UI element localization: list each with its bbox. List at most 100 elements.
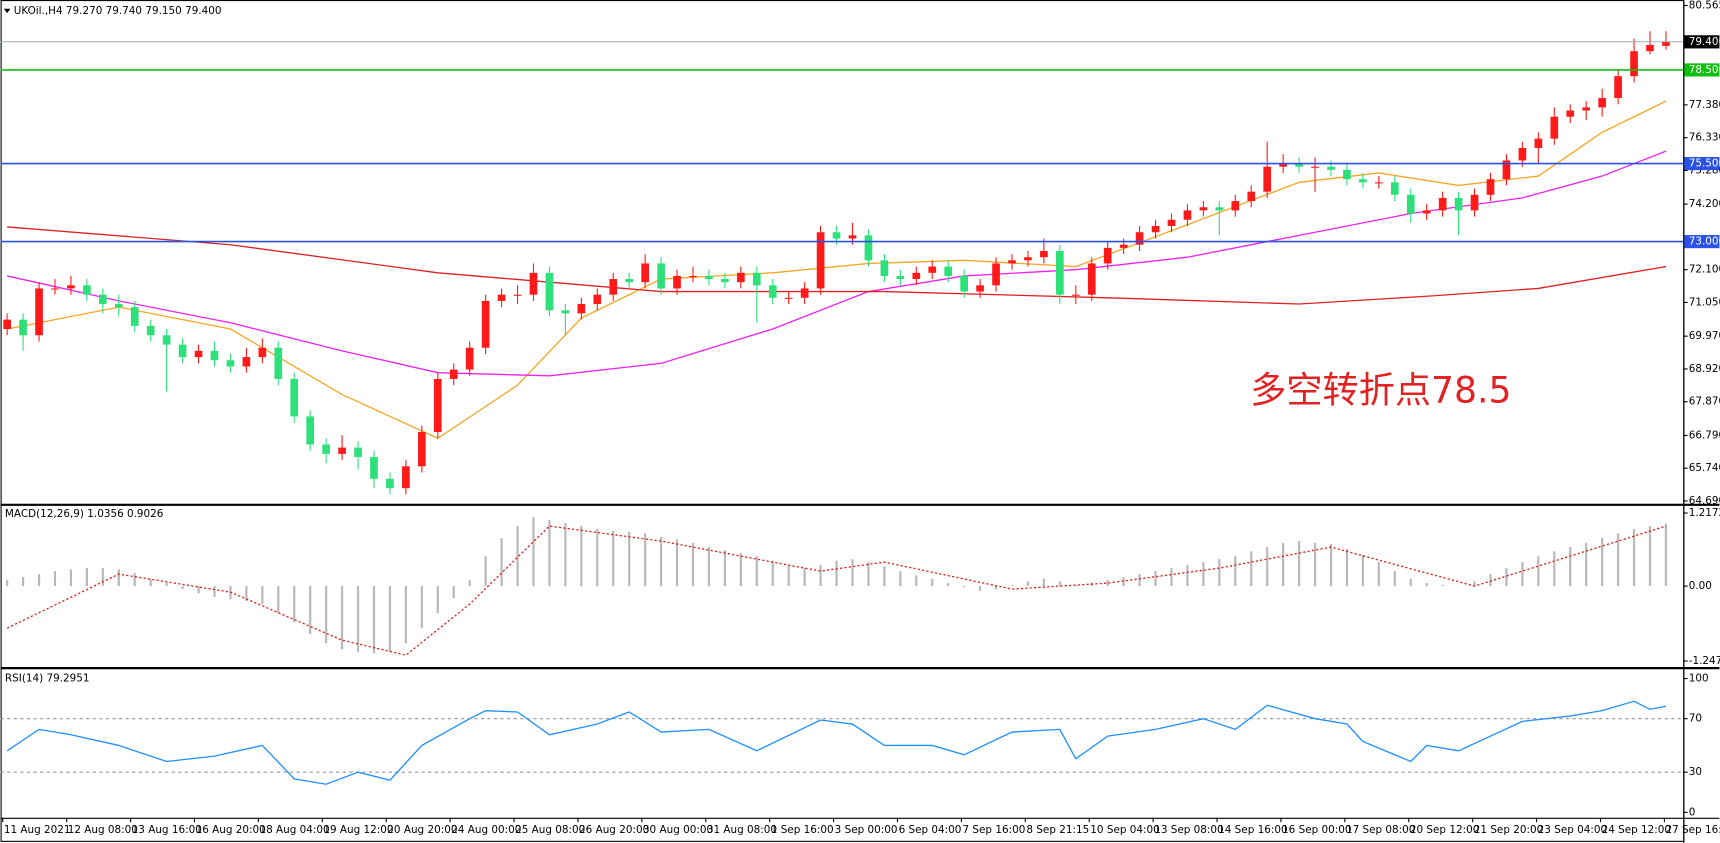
level-label-box bbox=[1684, 235, 1720, 249]
candle-body bbox=[593, 294, 602, 305]
level-label-box bbox=[1684, 35, 1720, 49]
candle-body bbox=[689, 275, 697, 278]
x-tick-label: 8 Sep 21:15 bbox=[1026, 824, 1089, 836]
candle-body bbox=[721, 279, 729, 283]
y-tick-label: 77.380 bbox=[1689, 99, 1720, 111]
x-tick-label: 7 Sep 16:00 bbox=[962, 824, 1025, 836]
candle-body bbox=[1040, 250, 1048, 258]
candle-body bbox=[130, 307, 139, 326]
candle-body bbox=[226, 360, 235, 367]
candle-body bbox=[641, 263, 649, 283]
candle-body bbox=[1135, 232, 1144, 245]
candle-body bbox=[418, 431, 426, 467]
x-tick-label: 12 Aug 08:00 bbox=[68, 824, 138, 836]
candle-body bbox=[386, 478, 394, 489]
candle-body bbox=[1454, 197, 1463, 211]
x-tick-label: 25 Aug 08:00 bbox=[515, 824, 585, 836]
candle-body bbox=[338, 447, 346, 454]
candle-body bbox=[1151, 225, 1160, 233]
annotation: 多空转折点78.5 bbox=[1250, 368, 1511, 411]
candle-body bbox=[625, 279, 634, 283]
candle-body bbox=[1502, 160, 1511, 180]
candle-body bbox=[992, 263, 1000, 286]
candle-body bbox=[832, 232, 841, 239]
y-tick-label: 0.00 bbox=[1689, 580, 1712, 592]
candle-body bbox=[1087, 263, 1096, 295]
macd-title: MACD(12,26,9) 1.0356 0.9026 bbox=[5, 508, 163, 520]
rsi-title: RSI(14) 79.2951 bbox=[5, 673, 90, 685]
x-tick-label: 6 Sep 04:00 bbox=[899, 824, 962, 836]
candle-body bbox=[976, 285, 984, 292]
candle-body bbox=[768, 285, 777, 298]
candle-body bbox=[1534, 138, 1543, 148]
y-tick-label: 30 bbox=[1689, 766, 1702, 778]
candle-body bbox=[609, 279, 618, 295]
y-tick-label: 68.920 bbox=[1689, 363, 1720, 375]
candle-body bbox=[1263, 166, 1272, 192]
candle-body bbox=[1646, 44, 1654, 52]
x-tick-label: 13 Aug 16:00 bbox=[132, 824, 202, 836]
candle-body bbox=[114, 304, 123, 308]
x-tick-label: 27 Sep 16:00 bbox=[1666, 824, 1720, 836]
x-tick-label: 23 Sep 04:00 bbox=[1538, 824, 1607, 836]
candle-body bbox=[83, 285, 91, 295]
candle-body bbox=[1327, 166, 1335, 170]
candle-body bbox=[848, 235, 857, 239]
candle-body bbox=[1215, 207, 1224, 211]
candle-body bbox=[258, 347, 267, 358]
y-tick-label: 80.565 bbox=[1689, 0, 1720, 11]
candle-body bbox=[1295, 163, 1303, 167]
candle-body bbox=[1183, 210, 1192, 220]
candle-body bbox=[1056, 250, 1064, 295]
candle-body bbox=[1630, 51, 1638, 77]
candle-body bbox=[864, 235, 873, 261]
candle-body bbox=[465, 347, 474, 370]
level-label: 75.500 bbox=[1689, 158, 1720, 170]
candle-body bbox=[752, 272, 761, 286]
candle-body bbox=[880, 260, 889, 276]
candle-body bbox=[1582, 107, 1591, 111]
candle-body bbox=[306, 416, 315, 445]
y-tick-label: 0 bbox=[1689, 806, 1696, 818]
candle-body bbox=[737, 272, 745, 283]
candle-body bbox=[657, 263, 665, 289]
candle-body bbox=[1024, 257, 1032, 261]
candle-body bbox=[1071, 294, 1080, 296]
candle-body bbox=[194, 350, 203, 358]
candle-body bbox=[928, 266, 937, 273]
candle-body bbox=[19, 319, 27, 336]
candle-body bbox=[146, 325, 155, 336]
y-tick-label: 71.050 bbox=[1689, 296, 1720, 308]
y-tick-label: 65.740 bbox=[1689, 462, 1720, 474]
candle-body bbox=[178, 344, 187, 358]
candle-body bbox=[1103, 247, 1112, 264]
candle-body bbox=[1199, 207, 1208, 211]
level-label-box bbox=[1684, 156, 1720, 171]
y-tick-label: 67.870 bbox=[1689, 396, 1720, 408]
candle-body bbox=[1311, 166, 1319, 168]
x-tick-label: 1 Sep 16:00 bbox=[771, 824, 834, 836]
frame bbox=[0, 0, 1685, 842]
candle-body bbox=[433, 378, 442, 432]
candle-body bbox=[1438, 197, 1447, 211]
y-tick-label: 74.200 bbox=[1689, 198, 1720, 210]
candle-body bbox=[800, 288, 809, 298]
candle-body bbox=[1247, 191, 1256, 202]
symbol-header: UKOil.,H4 79.270 79.740 79.150 79.400 bbox=[14, 5, 222, 17]
x-tick-label: 13 Sep 08:00 bbox=[1154, 824, 1223, 836]
candle-body bbox=[290, 378, 299, 417]
candle-body bbox=[3, 319, 11, 329]
level-label: 79.400 bbox=[1689, 36, 1720, 48]
y-tick-label: 66.790 bbox=[1689, 429, 1720, 441]
candle-body bbox=[1486, 179, 1495, 195]
macd-signal bbox=[6, 525, 1667, 656]
candle-body bbox=[1231, 201, 1240, 211]
candle-body bbox=[98, 294, 107, 305]
candle-body bbox=[1390, 182, 1399, 195]
menu-arrow[interactable] bbox=[3, 8, 11, 14]
candle-body bbox=[1598, 98, 1606, 108]
x-tick-label: 20 Sep 12:00 bbox=[1410, 824, 1479, 836]
x-tick-label: 20 Aug 20:00 bbox=[387, 824, 457, 836]
candle-body bbox=[35, 288, 43, 336]
